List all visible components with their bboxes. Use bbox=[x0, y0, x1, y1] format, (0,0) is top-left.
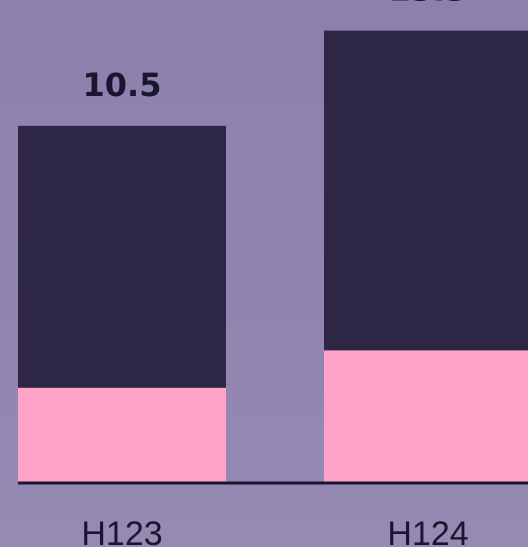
bar-segment-h124-1 bbox=[324, 350, 528, 483]
bar-segment-h124-2 bbox=[324, 30, 528, 351]
bar-segment-h123-2 bbox=[18, 125, 226, 388]
labels-layer: 10.5 H123 13.3 H124 bbox=[81, 0, 468, 547]
total-label-h123: 10.5 bbox=[83, 66, 162, 104]
total-label-h124: 13.3 bbox=[389, 0, 468, 9]
bar-segment-h123-1 bbox=[18, 387, 226, 483]
bars-layer bbox=[18, 30, 528, 483]
category-label-h124: H124 bbox=[387, 515, 468, 547]
category-label-h123: H123 bbox=[81, 515, 162, 547]
